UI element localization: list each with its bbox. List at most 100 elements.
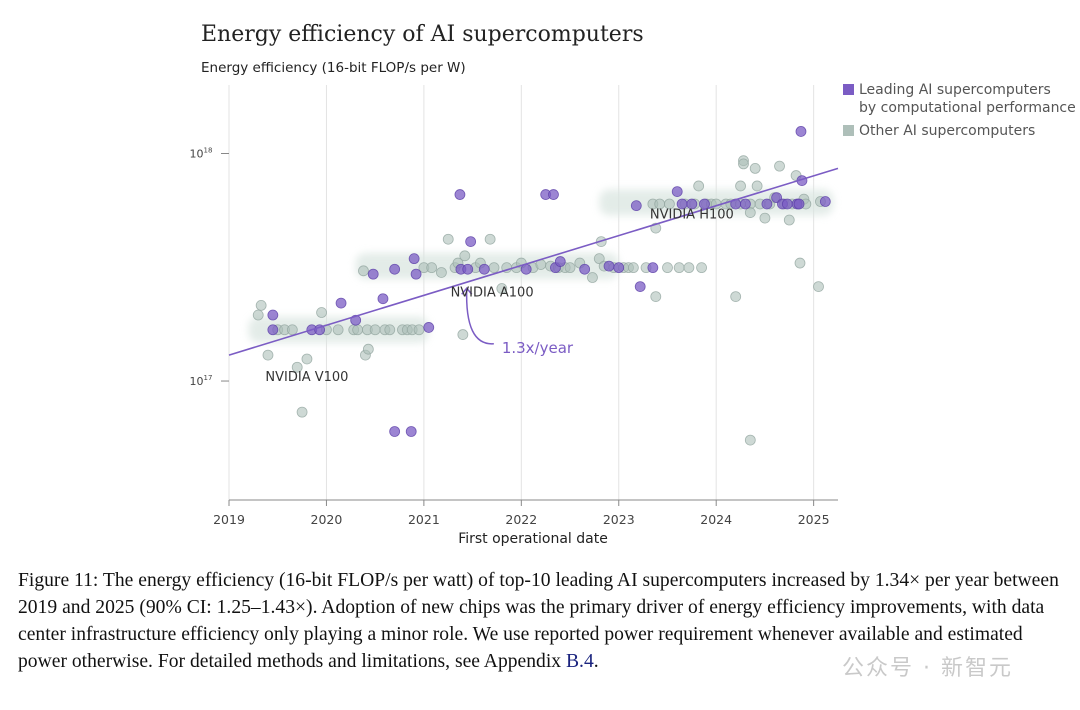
- other-point: [255, 299, 267, 311]
- other-point: [730, 291, 742, 302]
- gridlines: [228, 85, 815, 500]
- other-point: [593, 253, 605, 265]
- other-point: [296, 406, 308, 418]
- x-tick-label: 2022: [505, 512, 537, 527]
- appendix-link[interactable]: B.4: [565, 651, 594, 672]
- leading-point: [647, 262, 659, 274]
- x-tick-label: 2019: [213, 512, 245, 527]
- leading-point: [462, 263, 474, 275]
- other-point: [664, 198, 675, 210]
- other-point: [369, 324, 381, 336]
- other-point: [751, 180, 763, 192]
- caption-end: .: [593, 651, 599, 672]
- leading-point: [630, 200, 642, 212]
- chip-label: NVIDIA A100: [451, 285, 534, 300]
- other-point: [496, 283, 508, 294]
- leading-point: [267, 324, 279, 336]
- leading-point: [603, 260, 615, 272]
- x-tick-label: 2020: [311, 512, 343, 527]
- other-point: [252, 309, 264, 321]
- other-point: [384, 324, 396, 336]
- leading-point: [634, 281, 646, 293]
- other-point: [693, 180, 705, 192]
- leading-point: [740, 198, 751, 210]
- chip-label: NVIDIA V100: [265, 370, 348, 385]
- other-point: [413, 324, 425, 336]
- other-point: [759, 212, 771, 224]
- leading-point: [686, 198, 698, 210]
- watermark: 公众号 · 新智元: [842, 656, 1013, 681]
- x-ticks: 2019 2020 2021 2022 2023 2024 2025: [213, 500, 830, 527]
- other-point: [662, 262, 673, 274]
- other-point: [783, 214, 795, 226]
- leading-point: [405, 426, 417, 437]
- other-point: [436, 267, 447, 278]
- other-point: [696, 262, 707, 274]
- y-axis-label: Energy efficiency (16-bit FLOP/s per W): [201, 60, 466, 76]
- legend-label: by computational performance: [859, 100, 1076, 116]
- energy-efficiency-chart: Energy efficiency of AI supercomputers E…: [190, 22, 1076, 547]
- trend-arrowhead: [461, 287, 473, 295]
- y-tick-base: 10: [190, 147, 204, 160]
- other-point: [362, 343, 374, 355]
- other-point: [459, 250, 471, 262]
- leading-point: [478, 263, 490, 275]
- other-point: [627, 262, 639, 274]
- other-point: [794, 257, 806, 269]
- x-tick-label: 2021: [408, 512, 440, 527]
- other-point: [262, 349, 274, 361]
- legend-swatch: [843, 125, 854, 136]
- leading-point: [389, 263, 401, 275]
- other-point: [673, 262, 685, 274]
- leading-point: [781, 198, 793, 210]
- legend: Leading AI supercomputers by computationa…: [843, 82, 1076, 139]
- x-tick-label: 2023: [603, 512, 635, 527]
- leading-point: [793, 198, 805, 210]
- legend-label: Leading AI supercomputers: [859, 82, 1051, 98]
- leading-point: [377, 293, 389, 305]
- other-point: [316, 307, 327, 318]
- leading-point: [410, 268, 422, 280]
- leading-point: [267, 309, 279, 321]
- other-point: [457, 329, 469, 340]
- leading-point: [367, 268, 379, 280]
- other-point: [564, 262, 576, 274]
- other-point: [744, 434, 756, 446]
- y-tick-label: 1017: [190, 374, 213, 388]
- leading-point: [408, 253, 420, 265]
- leading-point: [454, 189, 466, 200]
- x-tick-label: 2024: [700, 512, 732, 527]
- leading-point: [465, 236, 477, 247]
- other-point: [650, 291, 662, 302]
- legend-label: Other AI supercomputers: [859, 123, 1035, 139]
- other-point: [301, 353, 313, 365]
- trend-line-group: 1.3x/year: [228, 167, 839, 357]
- chip-annotations: NVIDIA V100 NVIDIA A100 NVIDIA H100: [265, 207, 733, 385]
- chip-label: NVIDIA H100: [650, 207, 734, 222]
- other-point: [749, 162, 761, 174]
- figure-caption: Figure 11: The energy efficiency (16-bit…: [18, 567, 1068, 675]
- other-point: [683, 262, 695, 274]
- leading-point: [554, 256, 566, 267]
- other-point: [352, 324, 364, 336]
- other-point: [813, 281, 824, 293]
- other-point: [332, 324, 344, 336]
- other-point: [735, 180, 746, 192]
- other-point: [738, 158, 749, 170]
- other-point: [358, 265, 369, 277]
- other-point: [774, 160, 785, 172]
- leading-point: [548, 189, 559, 200]
- other-point: [442, 233, 454, 245]
- y-tick-exponent: 17: [204, 374, 213, 382]
- other-point: [291, 361, 303, 373]
- x-tick-label: 2025: [798, 512, 830, 527]
- y-tick-base: 10: [190, 375, 204, 388]
- leading-point: [613, 262, 625, 274]
- legend-swatch: [843, 84, 854, 95]
- leading-point: [819, 196, 831, 207]
- chart-title: Energy efficiency of AI supercomputers: [201, 22, 644, 47]
- trend-line: [228, 167, 839, 356]
- other-point: [587, 272, 598, 283]
- leading-point: [795, 126, 807, 137]
